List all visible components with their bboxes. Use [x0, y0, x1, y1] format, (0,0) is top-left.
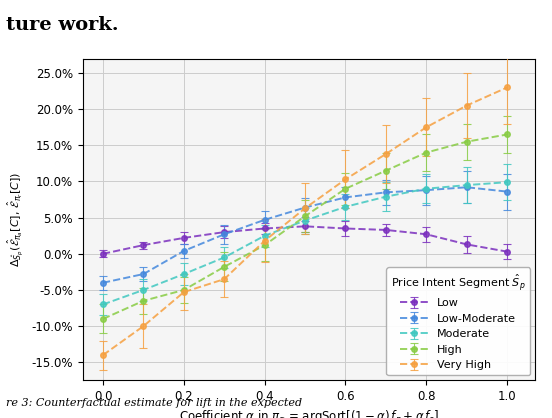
Text: re 3: Counterfactual estimate for lift in the expected: re 3: Counterfactual estimate for lift i… — [6, 398, 301, 408]
Legend: Low, Low-Moderate, Moderate, High, Very High: Low, Low-Moderate, Moderate, High, Very … — [386, 268, 530, 375]
X-axis label: Coefficient $\alpha$ in $\pi_\alpha$ = argSort$[(1-\alpha)\,f_p + \alpha\,f_c]$: Coefficient $\alpha$ in $\pi_\alpha$ = a… — [179, 409, 439, 418]
Y-axis label: $\Delta_{\hat{S}_p}(\hat{\mathcal{E}}_{\pi_a}[C],\,\hat{\mathcal{E}}_{\pi_r}[C]): $\Delta_{\hat{S}_p}(\hat{\mathcal{E}}_{\… — [6, 172, 26, 267]
Text: ture work.: ture work. — [6, 16, 118, 34]
